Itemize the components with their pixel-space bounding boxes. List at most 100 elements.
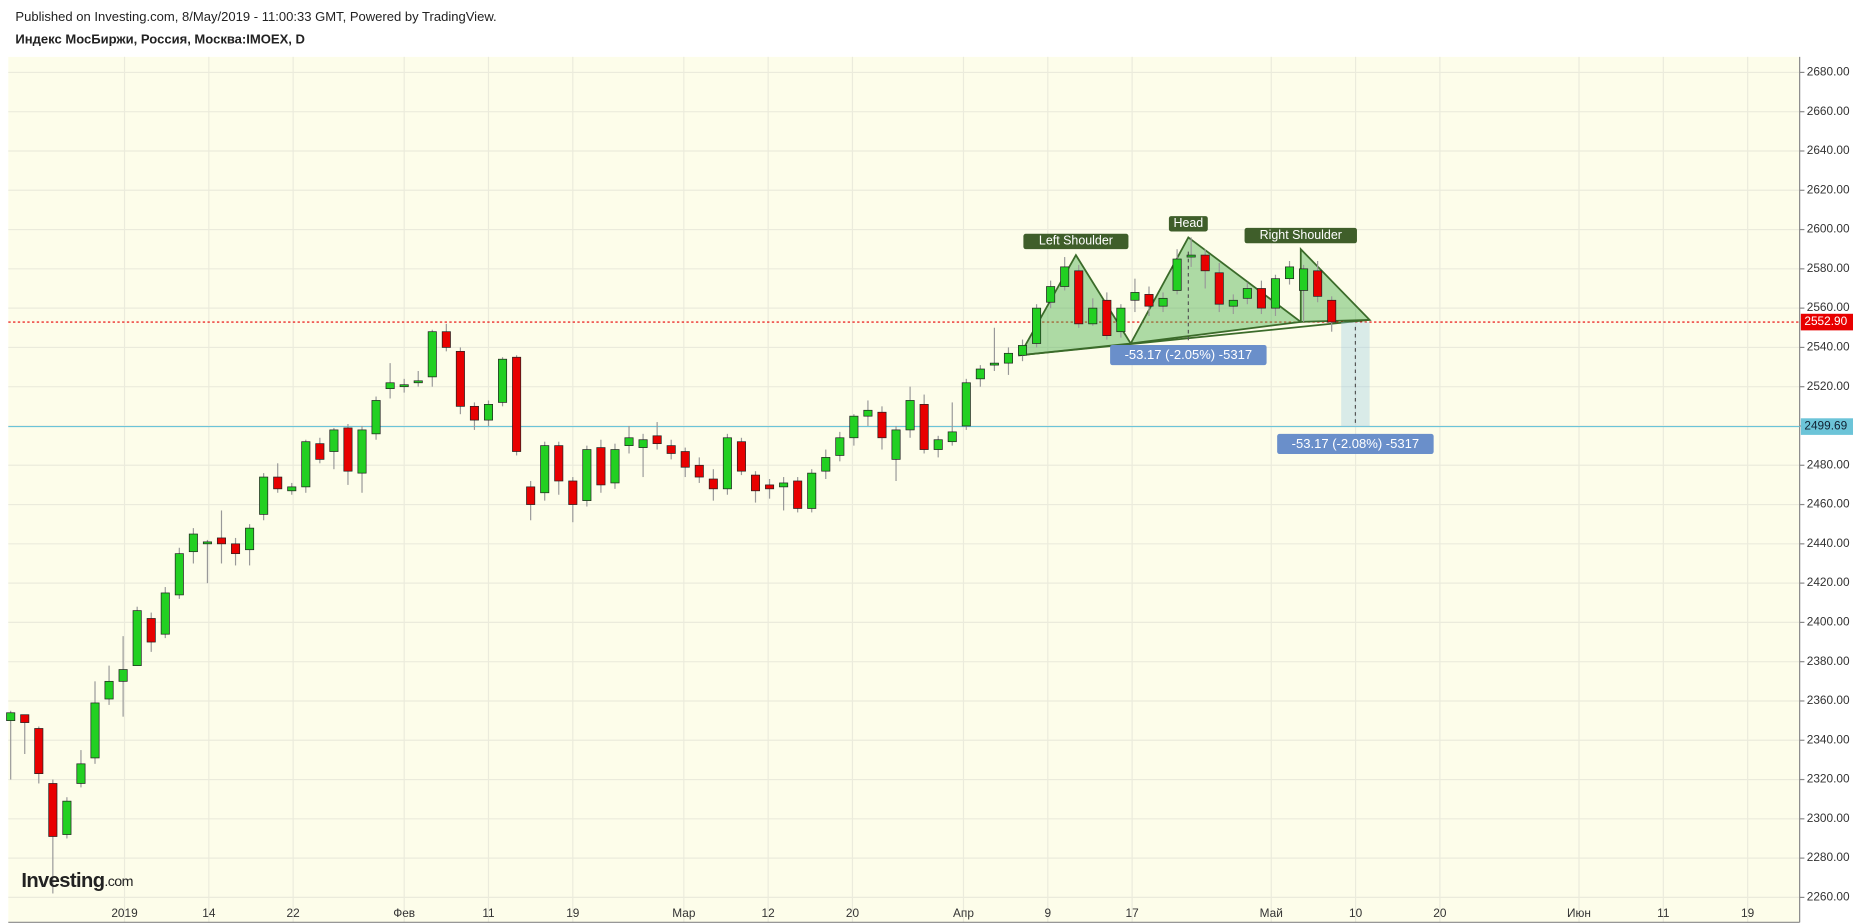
candle-body bbox=[694, 464, 704, 478]
candle-body bbox=[357, 429, 367, 474]
candle-body bbox=[835, 437, 845, 456]
candle-body bbox=[1186, 254, 1196, 258]
logo-suffix: .com bbox=[104, 874, 132, 890]
measure-label: -53.17 (-2.08%) -5317 bbox=[1292, 436, 1420, 451]
y-tick-label: 2520.00 bbox=[1807, 379, 1850, 393]
candle-body bbox=[146, 618, 156, 643]
candle-body bbox=[48, 783, 58, 837]
candle-body bbox=[469, 405, 479, 421]
logo: Investing.com bbox=[21, 870, 133, 892]
candle-body bbox=[582, 449, 592, 501]
y-tick-label: 2600.00 bbox=[1807, 222, 1850, 236]
candle-body bbox=[891, 429, 901, 460]
candle-body bbox=[638, 439, 648, 448]
candle-body bbox=[1032, 307, 1042, 344]
candle-body bbox=[1256, 288, 1266, 309]
candle-body bbox=[6, 712, 16, 721]
pattern-label-box bbox=[1244, 227, 1357, 244]
candle-body bbox=[568, 480, 578, 505]
candle-body bbox=[174, 553, 184, 596]
candle-body bbox=[1158, 297, 1168, 307]
candle-body bbox=[1285, 266, 1295, 280]
x-tick-label: 22 bbox=[287, 906, 300, 920]
candle-body bbox=[34, 728, 44, 775]
y-tick-label: 2680.00 bbox=[1807, 65, 1850, 79]
candle-body bbox=[413, 380, 423, 384]
pattern-label-box bbox=[1168, 216, 1208, 232]
x-tick-label: Июн bbox=[1567, 906, 1591, 920]
candle-body bbox=[455, 350, 465, 407]
pattern-label: Left Shoulder bbox=[1039, 234, 1113, 248]
x-tick-label: 17 bbox=[1126, 906, 1139, 920]
candle-body bbox=[807, 472, 817, 509]
candle-body bbox=[498, 358, 508, 403]
candle-body bbox=[1144, 294, 1154, 307]
x-tick-label: Мар bbox=[672, 906, 696, 920]
target-zone bbox=[1341, 322, 1370, 427]
candle-body bbox=[680, 451, 690, 468]
candle-body bbox=[863, 409, 873, 417]
y-tick-label: 2260.00 bbox=[1807, 890, 1850, 904]
candle-body bbox=[132, 610, 142, 666]
price-level-label: 2552.90 bbox=[1804, 314, 1847, 328]
candle-body bbox=[765, 484, 775, 490]
candle-body bbox=[1172, 258, 1182, 291]
candle-body bbox=[624, 437, 634, 446]
price-level-box bbox=[1800, 313, 1853, 331]
chart-title: Индекс МосБиржи, Россия, Москва:IMOEX, D bbox=[15, 32, 305, 47]
candle-body bbox=[933, 439, 943, 450]
x-tick-label: Фев bbox=[393, 906, 415, 920]
x-tick-label: 2019 bbox=[111, 906, 138, 920]
candle-body bbox=[1003, 352, 1013, 364]
candle-body bbox=[736, 441, 746, 472]
candle-body bbox=[849, 415, 859, 439]
candle-body bbox=[554, 445, 564, 482]
y-tick-label: 2320.00 bbox=[1807, 772, 1850, 786]
candle-body bbox=[104, 680, 114, 700]
candle-body bbox=[1130, 292, 1140, 301]
candle-body bbox=[793, 480, 803, 509]
candle-body bbox=[76, 763, 86, 784]
price-level-box bbox=[1800, 418, 1853, 435]
candle-body bbox=[1060, 266, 1070, 287]
candle-body bbox=[1299, 268, 1309, 291]
candle-body bbox=[596, 447, 606, 486]
candle-body bbox=[1242, 288, 1252, 299]
x-tick-label: 19 bbox=[1741, 906, 1755, 920]
y-tick-label: 2360.00 bbox=[1807, 693, 1850, 707]
measure-label-box bbox=[1110, 344, 1267, 366]
candle-body bbox=[231, 543, 241, 555]
candle-body bbox=[905, 400, 915, 431]
x-tick-label: Апр bbox=[953, 906, 974, 920]
x-tick-label: 9 bbox=[1045, 906, 1052, 920]
candle-body bbox=[90, 702, 100, 759]
plot: 2260.00 2280.00 2300.00 2320.00 2340.00 2360.… bbox=[6, 56, 1853, 923]
candle-body bbox=[877, 411, 887, 439]
candle-body bbox=[1046, 286, 1056, 303]
candle-body bbox=[1214, 272, 1224, 305]
pattern-label: Head bbox=[1173, 216, 1203, 230]
candle-body bbox=[399, 384, 409, 388]
candle-body bbox=[245, 527, 255, 551]
candle-body bbox=[483, 404, 493, 421]
x-tick-label: 10 bbox=[1349, 906, 1363, 920]
x-tick-label: 14 bbox=[202, 906, 216, 920]
x-tick-label: 20 bbox=[846, 906, 860, 920]
candle-body bbox=[919, 404, 929, 450]
candle-body bbox=[118, 669, 128, 682]
x-tick-label: 12 bbox=[762, 906, 775, 920]
candle-body bbox=[779, 482, 789, 488]
candle-body bbox=[62, 800, 72, 835]
candle-body bbox=[1116, 307, 1126, 333]
candle-body bbox=[1270, 278, 1280, 309]
y-tick-label: 2480.00 bbox=[1807, 457, 1850, 471]
candle-body bbox=[512, 356, 522, 452]
y-tick-label: 2440.00 bbox=[1807, 536, 1850, 550]
x-tick-label: 11 bbox=[1657, 906, 1670, 920]
y-tick-label: 2540.00 bbox=[1807, 340, 1850, 354]
candle-body bbox=[1088, 307, 1098, 325]
y-tick-label: 2400.00 bbox=[1807, 615, 1850, 629]
candle-body bbox=[188, 533, 198, 553]
x-tick-label: 11 bbox=[482, 906, 495, 920]
